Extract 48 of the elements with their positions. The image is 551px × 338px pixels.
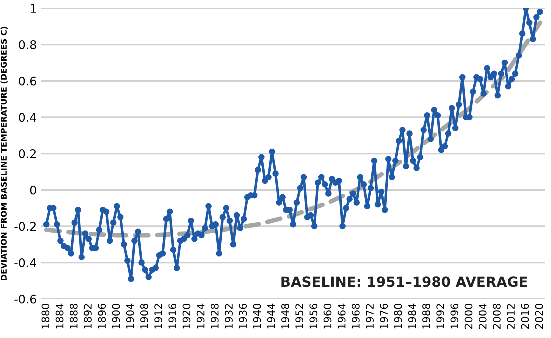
x-tick-label: 2020	[535, 304, 544, 330]
y-tick-label: -0.4	[14, 258, 36, 268]
x-tick-label: 1888	[70, 304, 78, 329]
x-tick-label: 1940	[253, 304, 262, 329]
x-tick-label: 1916	[168, 304, 177, 329]
x-tick-label: 1984	[408, 304, 416, 329]
y-tick-label: 0.2	[19, 150, 36, 158]
y-axis-title: DEVIATION FROM BASELINE TEMPERATURE (DEGREES C)	[0, 27, 8, 280]
x-tick-label: 1932	[225, 304, 233, 329]
x-tick-label: 2012	[507, 304, 516, 330]
x-tick-label: 1992	[436, 304, 445, 329]
x-tick-label: 1936	[239, 304, 248, 329]
x-tick-label: 2000	[464, 304, 473, 330]
x-tick-label: 1924	[196, 304, 205, 329]
y-tick-label: -0.2	[14, 222, 36, 232]
x-tick-label: 2008	[493, 304, 501, 330]
y-tick-label: 0.6	[19, 76, 36, 86]
x-tick-label: 1896	[98, 304, 106, 329]
x-tick-label: 1900	[112, 304, 120, 329]
x-tick-label: 1920	[182, 304, 191, 329]
x-tick-label: 1972	[366, 304, 374, 329]
x-tick-label: 2004	[478, 304, 487, 330]
x-tick-label: 1948	[282, 304, 290, 329]
x-tick-label: 1880	[42, 304, 50, 329]
x-tick-label: 2016	[521, 304, 530, 330]
x-tick-label: 1956	[310, 304, 318, 329]
x-tick-label: 1964	[338, 304, 346, 329]
x-tick-label: 1908	[140, 304, 148, 329]
x-tick-label: 1988	[422, 304, 430, 329]
x-tick-label: 1904	[126, 304, 134, 329]
x-tick-label: 1912	[154, 304, 162, 329]
y-tick-label: 0	[30, 186, 36, 195]
x-tick-label: 1996	[450, 304, 459, 329]
y-tick-label: -0.6	[14, 294, 36, 304]
x-tick-label: 1928	[210, 304, 219, 329]
line-series	[44, 20, 542, 238]
y-tick-label: 1	[30, 4, 36, 13]
x-tick-label: 1976	[380, 304, 388, 329]
x-tick-label: 1960	[324, 304, 332, 329]
y-tick-label: 0.8	[19, 40, 36, 50]
x-tick-label: 1952	[296, 304, 304, 329]
x-tick-label: 1968	[352, 304, 360, 329]
x-tick-label: 1980	[394, 304, 402, 329]
x-tick-label: 1884	[56, 304, 64, 329]
y-tick-label: 0.4	[19, 113, 36, 122]
x-tick-label: 1944	[267, 304, 276, 329]
annotation: BASELINE: 1951–1980 AVERAGE	[282, 276, 528, 288]
x-tick-label: 1892	[84, 304, 92, 329]
